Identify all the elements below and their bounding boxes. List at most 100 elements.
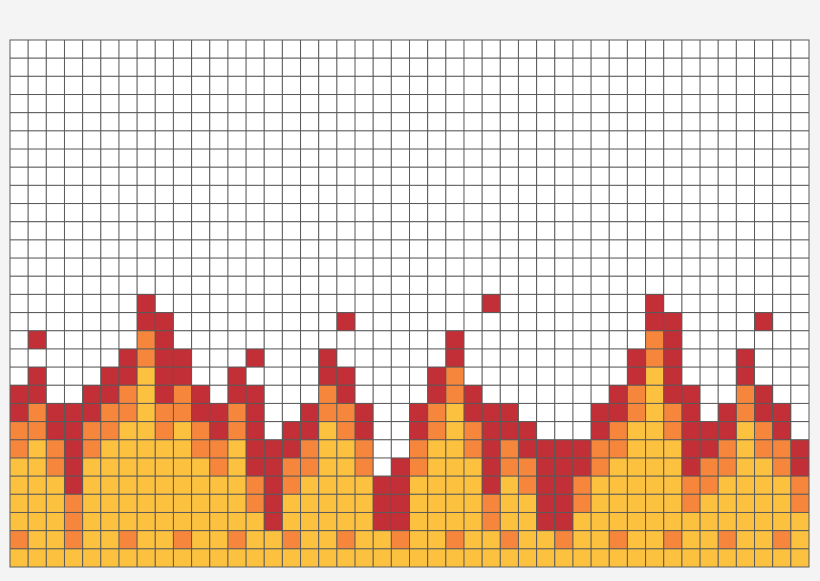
pixel-cell [754,57,774,77]
pixel-cell [318,130,338,150]
pixel-cell [717,402,737,423]
pixel-cell [172,257,193,277]
pixel-cell [754,94,774,114]
pixel-cell [318,330,338,350]
pixel-cell [154,330,174,350]
pixel-cell [554,312,574,332]
pixel-cell [699,57,719,77]
pixel-cell [663,384,683,404]
pixel-cell [100,257,120,277]
pixel-cell [354,257,374,277]
pixel-cell [626,203,647,223]
pixel-cell [772,366,792,386]
pixel-cell [626,112,647,132]
pixel-cell [63,130,84,150]
pixel-cell [735,402,756,423]
pixel-cell [481,39,501,59]
pixel-cell [191,94,211,114]
pixel-cell [82,112,102,132]
pixel-cell [118,511,138,532]
pixel-cell [281,548,302,568]
pixel-cell [517,257,538,277]
pixel-cell [281,275,302,295]
pixel-cell [554,275,574,295]
pixel-cell [681,148,701,168]
pixel-cell [608,402,628,423]
pixel-cell [663,75,683,96]
pixel-cell [790,184,810,205]
pixel-cell [445,112,465,132]
pixel-cell [354,75,374,96]
pixel-cell [699,94,719,114]
pixel-cell [590,130,610,150]
pixel-cell [154,275,174,295]
pixel-cell [209,257,229,277]
pixel-cell [681,293,701,314]
pixel-cell [409,530,429,550]
pixel-cell [172,94,193,114]
pixel-cell [445,511,465,532]
pixel-cell [82,475,102,495]
pixel-cell [626,130,647,150]
pixel-cell [136,530,156,550]
pixel-cell [318,293,338,314]
pixel-cell [336,330,356,350]
pixel-cell [554,184,574,205]
pixel-cell [572,457,592,477]
pixel-cell [517,548,538,568]
pixel-cell [209,57,229,77]
pixel-cell [699,130,719,150]
pixel-cell [626,511,647,532]
pixel-cell [608,275,628,295]
pixel-cell [82,493,102,513]
pixel-cell [45,384,65,404]
pixel-cell [154,148,174,168]
pixel-cell [318,548,338,568]
pixel-cell [536,366,556,386]
pixel-cell [27,439,47,459]
pixel-cell [463,530,483,550]
pixel-cell [245,348,265,368]
pixel-cell [227,112,247,132]
pixel-cell [463,184,483,205]
pixel-cell [209,221,229,241]
pixel-cell [191,184,211,205]
pixel-cell [499,57,519,77]
pixel-cell [27,475,47,495]
pixel-cell [136,130,156,150]
pixel-cell [663,130,683,150]
pixel-cell [209,511,229,532]
pixel-cell [318,511,338,532]
pixel-cell [409,75,429,96]
pixel-cell [463,475,483,495]
pixel-cell [699,221,719,241]
pixel-cell [172,75,193,96]
pixel-cell [63,548,84,568]
pixel-cell [517,112,538,132]
pixel-cell [136,421,156,441]
pixel-cell [463,221,483,241]
pixel-cell [681,366,701,386]
pixel-cell [27,330,47,350]
pixel-cell [227,330,247,350]
pixel-cell [499,511,519,532]
pixel-cell [263,530,283,550]
pixel-cell [245,221,265,241]
pixel-cell [772,421,792,441]
pixel-cell [626,166,647,186]
pixel-cell [390,239,410,259]
pixel-cell [699,312,719,332]
pixel-cell [699,239,719,259]
pixel-cell [63,439,84,459]
pixel-cell [354,348,374,368]
pixel-cell [336,57,356,77]
pixel-cell [663,148,683,168]
pixel-cell [681,421,701,441]
pixel-cell [136,148,156,168]
pixel-cell [263,330,283,350]
pixel-cell [372,312,392,332]
pixel-cell [245,493,265,513]
pixel-cell [699,548,719,568]
pixel-cell [445,166,465,186]
pixel-cell [263,39,283,59]
